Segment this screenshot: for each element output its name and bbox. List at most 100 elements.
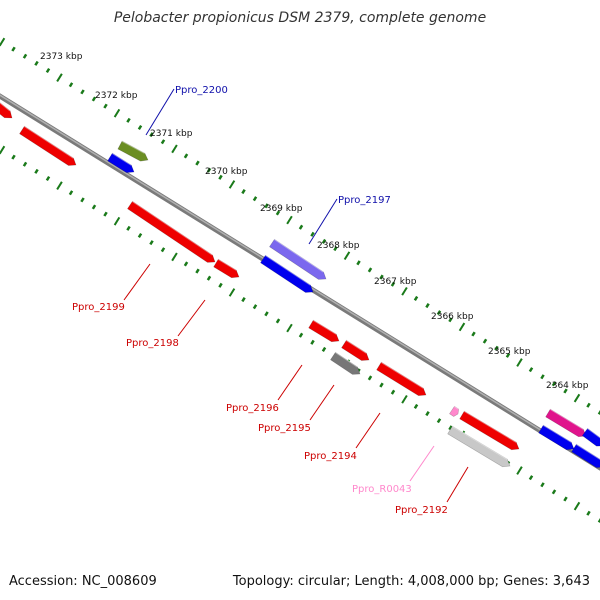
outer-tick	[390, 281, 396, 287]
outer-tick	[321, 238, 327, 244]
inner-tick	[137, 232, 143, 238]
inner-tick	[252, 304, 258, 310]
inner-tick	[516, 466, 523, 475]
gene-arrow-g-red-a[interactable]	[0, 98, 13, 119]
outer-tick	[171, 144, 178, 154]
label-leader-line	[177, 299, 206, 337]
inner-tick	[286, 323, 293, 333]
outer-tick	[91, 96, 97, 102]
inner-tick	[171, 252, 178, 262]
outer-tick	[401, 286, 408, 296]
inner-tick	[401, 394, 408, 404]
gene-arrow-g-red-g[interactable]	[376, 361, 427, 396]
kbp-label: 2372 kbp	[95, 91, 138, 101]
inner-tick	[528, 475, 534, 481]
inner-tick	[228, 288, 236, 297]
gene-arrow-g-purple[interactable]	[269, 238, 327, 280]
inner-tick	[425, 411, 430, 417]
gene-arrow-g-red-f[interactable]	[341, 339, 370, 361]
gene-arrow-g-blue-d[interactable]	[538, 424, 575, 451]
gene-arrow-g-mag[interactable]	[545, 408, 587, 438]
outer-tick	[195, 160, 200, 166]
kbp-label: 2371 kbp	[150, 129, 193, 139]
outer-tick	[149, 132, 154, 138]
inner-tick	[160, 247, 166, 253]
gene-arrow-g-red-c[interactable]	[127, 200, 216, 263]
inner-tick	[126, 225, 131, 231]
kbp-labels: 2373 kbp 2372 kbp 2371 kbp 2370 kbp 2369 kbp…	[40, 52, 589, 391]
outer-tick	[379, 274, 384, 280]
gene-arrow-g-pink[interactable]	[449, 405, 460, 417]
gene-arrow-g-blue-c[interactable]	[581, 427, 600, 447]
gene-label[interactable]: Ppro_2199	[72, 302, 125, 313]
outer-tick	[343, 251, 351, 261]
label-leader-line	[355, 412, 381, 449]
outer-tick	[160, 139, 166, 145]
inner-tick	[241, 297, 246, 303]
outer-tick	[436, 310, 442, 316]
gene-label[interactable]: Ppro_2192	[395, 505, 448, 516]
gene-label[interactable]: Ppro_2198	[126, 338, 179, 349]
gene-arrow-g-red-h[interactable]	[459, 410, 520, 451]
gene-arrow-g-red-e[interactable]	[308, 319, 340, 343]
label-leader-line	[277, 364, 303, 401]
outer-tick	[425, 303, 430, 309]
outer-tick	[11, 46, 16, 52]
inner-tick	[586, 510, 591, 516]
gene-arrow-g-lgray[interactable]	[447, 425, 511, 468]
outer-tick-track	[0, 37, 600, 415]
gene-arrow-g-red-d[interactable]	[213, 258, 240, 279]
outer-tick	[563, 388, 568, 394]
outer-tick	[586, 402, 591, 408]
kbp-label: 2366 kbp	[431, 312, 474, 322]
label-leader-line	[409, 445, 435, 482]
outer-tick	[218, 174, 223, 180]
outer-tick	[126, 117, 131, 123]
inner-tick	[298, 332, 304, 338]
gene-arrow-g-olive[interactable]	[117, 140, 149, 162]
inner-tick	[34, 168, 39, 174]
label-leader-line	[308, 198, 338, 245]
gene-label[interactable]: Ppro_2194	[304, 451, 357, 462]
gene-label[interactable]: Ppro_2200	[175, 85, 228, 96]
gene-label[interactable]: Ppro_R0043	[352, 484, 412, 495]
inner-tick	[310, 339, 315, 345]
outer-tick	[275, 210, 281, 216]
gene-arrow-g-red-b[interactable]	[19, 125, 77, 166]
outer-tick	[228, 180, 236, 189]
outer-tick	[68, 82, 74, 88]
kbp-label: 2373 kbp	[40, 52, 83, 62]
kbp-label: 2367 kbp	[374, 277, 417, 287]
gene-label[interactable]: Ppro_2196	[226, 403, 279, 414]
outer-tick	[516, 358, 523, 367]
inner-tick	[573, 501, 581, 511]
inner-tick	[563, 496, 568, 502]
inner-tick	[597, 518, 600, 523]
gene-arrow-g-blue-a[interactable]	[107, 152, 135, 173]
gene-arrow-g-blue-e[interactable]	[571, 443, 600, 468]
inner-tick	[218, 282, 223, 288]
inner-tick	[149, 240, 154, 246]
inner-tick	[195, 268, 200, 274]
gene-arrow-g-blue-b[interactable]	[260, 254, 314, 293]
gene-labels: Ppro_2200 Ppro_2197 Ppro_2199 Ppro_2198 Ppro…	[72, 85, 448, 516]
outer-tick	[22, 53, 28, 59]
outer-tick	[505, 352, 511, 358]
gene-label[interactable]: Ppro_2195	[258, 423, 311, 434]
outer-tick	[264, 203, 269, 209]
inner-tick	[56, 181, 63, 190]
gene-track	[0, 98, 600, 468]
outer-tick	[310, 231, 315, 237]
inner-tick	[91, 204, 97, 210]
gene-arrow-g-gray[interactable]	[330, 351, 361, 375]
page-title: Pelobacter propionicus DSM 2379, complet…	[113, 10, 487, 26]
gene-label[interactable]: Ppro_2197	[338, 195, 391, 206]
outer-tick	[573, 393, 581, 403]
outer-tick	[183, 153, 189, 159]
inner-tick	[540, 482, 545, 488]
outer-tick	[471, 331, 476, 337]
outer-tick	[494, 345, 499, 351]
label-leader-line	[123, 263, 151, 301]
inner-tick	[436, 418, 442, 424]
inner-tick	[321, 346, 327, 352]
